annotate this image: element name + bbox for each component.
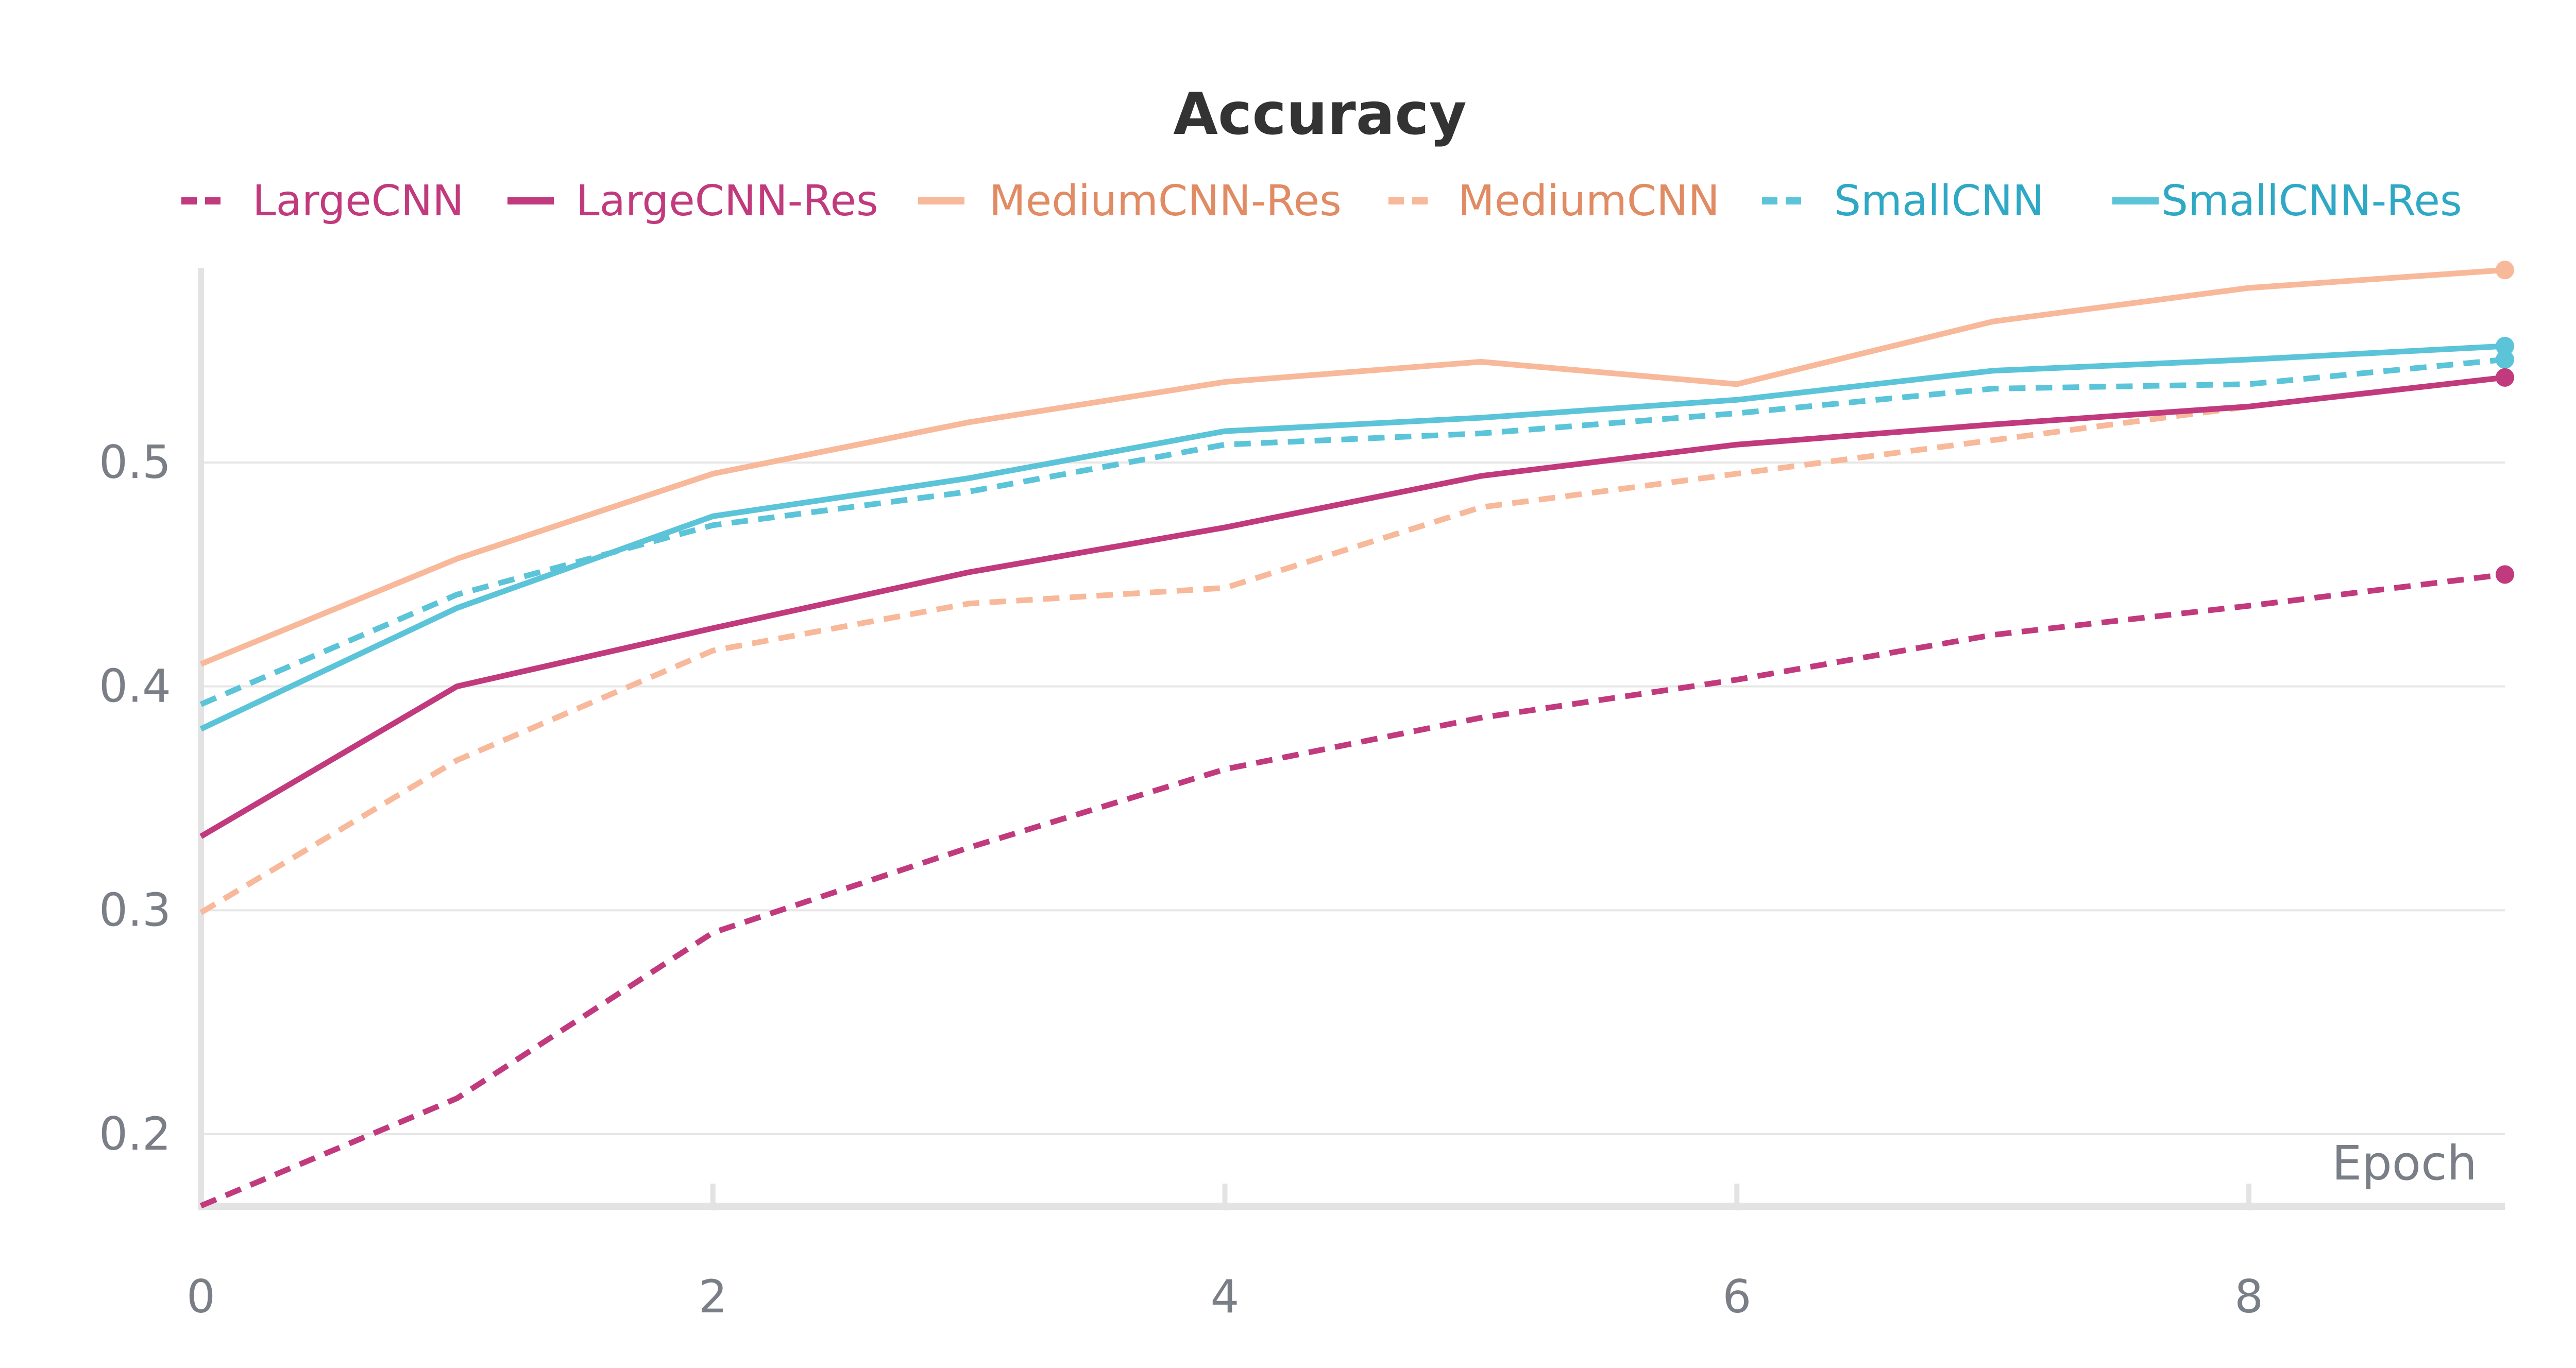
series-line-largecnn-res <box>199 374 2505 839</box>
x-tick-label: 8 <box>2234 1270 2263 1323</box>
legend-item-largecnn-res[interactable]: LargeCNN-Res <box>507 177 878 226</box>
axes <box>198 268 2505 1210</box>
legend-label: LargeCNN-Res <box>576 177 878 226</box>
chart-title: Accuracy <box>1173 81 1466 148</box>
series-end-point <box>2496 350 2514 369</box>
y-tick-label: 0.3 <box>99 883 171 936</box>
y-tick-label: 0.4 <box>99 660 171 713</box>
series-end-point <box>2496 368 2514 387</box>
legend: LargeCNN LargeCNN-Res MediumCNN-Res MediumC… <box>181 177 2462 226</box>
legend-item-smallcnn[interactable]: SmallCNN <box>1762 177 2044 226</box>
end-markers <box>2496 261 2514 584</box>
x-axis-title: Epoch <box>2332 1136 2477 1191</box>
legend-item-mediumcnn-res[interactable]: MediumCNN-Res <box>918 177 1342 226</box>
legend-label: MediumCNN <box>1458 177 1720 226</box>
x-tick-label: 2 <box>699 1270 727 1323</box>
x-tick-label: 0 <box>187 1270 215 1323</box>
gridlines <box>201 461 2505 1135</box>
x-tick-label: 6 <box>1722 1270 1751 1323</box>
series-end-point <box>2496 261 2514 280</box>
series-line-mediumcnn <box>199 374 2505 915</box>
series-line-smallcnn-res <box>199 343 2505 732</box>
x-tick-label: 4 <box>1211 1270 1240 1323</box>
series-end-point <box>2496 565 2514 584</box>
legend-label: SmallCNN-Res <box>2161 177 2462 226</box>
y-tick-label: 0.5 <box>99 436 171 489</box>
legend-label: LargeCNN <box>252 177 464 226</box>
series-line-mediumcnn-res <box>199 267 2505 667</box>
legend-item-smallcnn-res[interactable]: SmallCNN-Res <box>2112 177 2462 226</box>
series-lines <box>199 267 2505 1209</box>
legend-item-largecnn[interactable]: LargeCNN <box>181 177 464 226</box>
legend-label: MediumCNN-Res <box>989 177 1342 226</box>
y-axis-ticks: 0.2 0.3 0.4 0.5 <box>99 436 171 1160</box>
series-line-largecnn <box>199 571 2505 1209</box>
legend-item-mediumcnn[interactable]: MediumCNN <box>1388 177 1720 226</box>
x-axis-ticks: 0 2 4 6 8 <box>187 1184 2263 1323</box>
series-end-point <box>2496 336 2514 355</box>
legend-label: SmallCNN <box>1834 177 2044 226</box>
y-tick-label: 0.2 <box>99 1107 171 1160</box>
